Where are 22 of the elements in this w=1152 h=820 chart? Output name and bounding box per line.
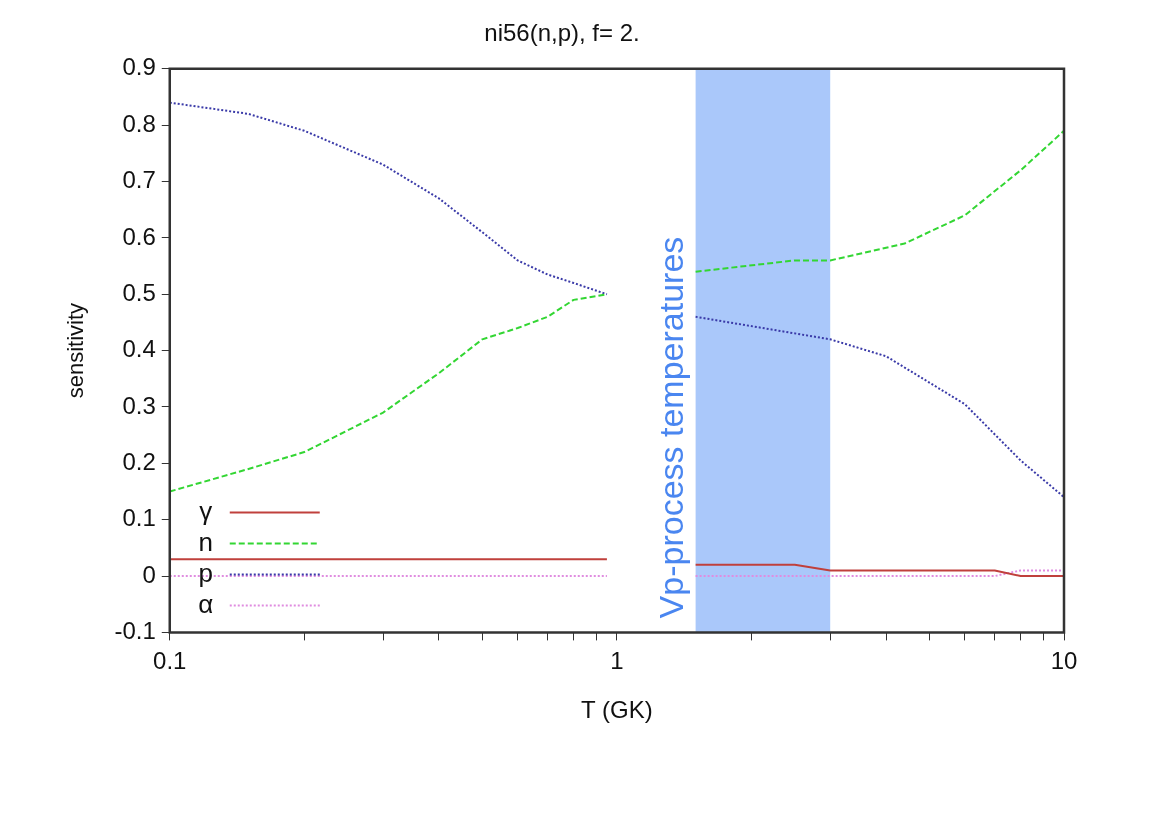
y-tick-label: 0.8: [122, 109, 156, 137]
y-axis-title: sensitivity: [63, 302, 89, 399]
y-tick-label: 0.3: [122, 391, 156, 419]
legend-label: n: [198, 526, 213, 557]
y-tick-label: 0.7: [122, 166, 156, 194]
y-tick-label: 0.9: [122, 53, 156, 81]
x-tick-label: 10: [1050, 647, 1078, 675]
y-tick-label: 0.4: [122, 335, 156, 363]
y-tick-label: 0.5: [122, 278, 156, 306]
band-label: Vp-process temperatures: [651, 236, 690, 619]
chart-title: ni56(n,p), f= 2.: [484, 19, 640, 47]
x-tick-label: 1: [610, 647, 624, 675]
x-axis-title: T (GK): [581, 696, 653, 724]
legend-label: γ: [199, 495, 213, 526]
y-tick-label: 0.1: [122, 504, 156, 532]
legend-label: p: [198, 557, 213, 588]
y-tick-label: 0: [142, 560, 156, 588]
y-tick-label: 0.6: [122, 222, 156, 250]
y-tick-label: 0.2: [122, 447, 156, 475]
legend-label: α: [198, 588, 214, 619]
y-tick-label: -0.1: [114, 617, 156, 645]
x-tick-label: 0.1: [153, 647, 187, 675]
